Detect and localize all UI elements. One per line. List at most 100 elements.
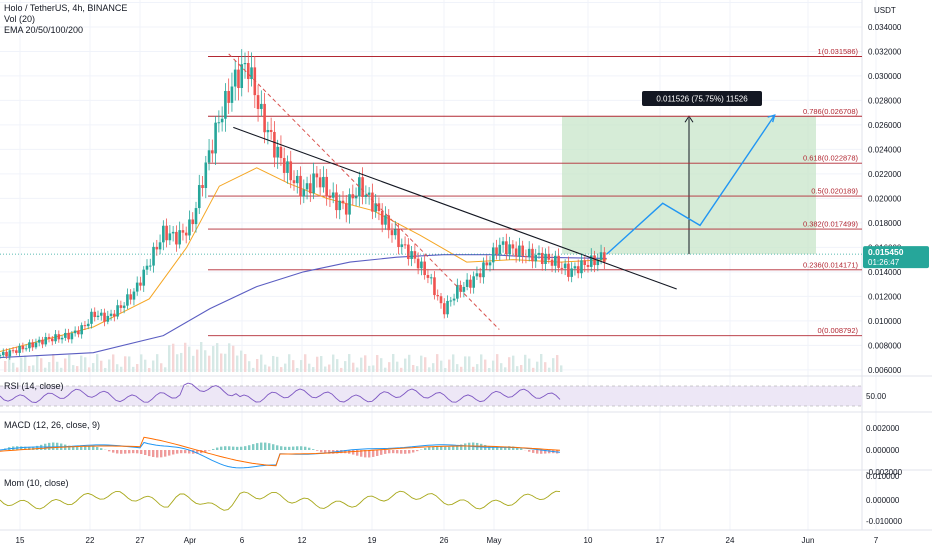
candle-body: [442, 303, 446, 315]
candle-body: [485, 262, 489, 266]
volume-bar: [80, 355, 83, 372]
candle-body: [305, 183, 309, 190]
candle-body: [47, 337, 51, 339]
macd-histogram-bar: [528, 450, 531, 452]
candle-body: [433, 277, 436, 296]
time-axis-tick: Jun: [802, 536, 815, 545]
fib-level-label: 0.786(0.026708): [803, 107, 859, 116]
macd-histogram-bar: [400, 450, 403, 454]
volume-bar: [156, 354, 159, 372]
volume-bar: [224, 353, 227, 372]
volume-bar: [124, 356, 127, 372]
candle-body: [211, 150, 214, 154]
candle-body: [524, 255, 528, 257]
price-axis-tick: 0.010000: [868, 317, 902, 326]
rsi-label[interactable]: RSI (14, close): [4, 381, 64, 391]
candle-body: [34, 342, 38, 348]
volume-bar: [128, 356, 131, 372]
symbol-title[interactable]: Holo / TetherUS, 4h, BINANCE: [4, 3, 128, 13]
macd-histogram-bar: [296, 446, 299, 450]
volume-bar: [244, 354, 247, 372]
candle-body: [410, 251, 413, 259]
macd-histogram-bar: [36, 445, 39, 450]
time-axis-tick: 7: [874, 536, 879, 545]
macd-histogram-bar: [136, 450, 139, 454]
candle-body: [299, 175, 302, 197]
volume-bar: [304, 354, 307, 372]
price-axis-tick: 0.008000: [868, 341, 902, 350]
macd-histogram-bar: [48, 442, 51, 450]
candle-body: [286, 161, 289, 173]
candle-body: [11, 350, 15, 352]
candle-body: [331, 192, 335, 198]
macd-histogram-bar: [384, 450, 387, 454]
macd-label[interactable]: MACD (12, 26, close, 9): [4, 420, 101, 430]
macd-histogram-bar: [32, 446, 35, 450]
price-axis-tick: 0.006000: [868, 366, 902, 375]
candle-body: [603, 252, 606, 262]
time-axis-tick: 6: [240, 536, 245, 545]
volume-bar: [440, 360, 443, 372]
volume-bar: [52, 354, 55, 372]
volume-bar: [152, 360, 155, 372]
macd-histogram-bar: [76, 446, 79, 450]
macd-histogram-bar: [460, 444, 463, 450]
price-axis[interactable]: 0.034000 0.032000 0.030000 0.028000 0.026000…: [868, 6, 902, 375]
volume-bar: [220, 353, 223, 372]
macd-histogram-bar: [388, 450, 391, 454]
candle-body: [122, 305, 126, 308]
volume-bar: [160, 363, 163, 372]
time-axis-tick: 17: [656, 536, 665, 545]
volume-bar: [148, 367, 151, 372]
candle-body: [380, 210, 384, 225]
candle-body: [18, 345, 21, 353]
macd-histogram-bar: [364, 450, 367, 458]
volume-bar: [132, 366, 135, 372]
macd-histogram-bar: [108, 450, 111, 452]
macd-histogram-bar: [548, 450, 551, 454]
candle-body: [116, 305, 119, 317]
volume-bar: [396, 361, 399, 372]
candle-body: [50, 338, 54, 342]
time-axis[interactable]: 15 22 27 Apr 6 12 19 26 May 10 17 24 Jun 7: [16, 536, 879, 545]
countdown-value: 01:26:47: [868, 258, 900, 267]
volume-bar: [60, 367, 63, 372]
momentum-label[interactable]: Mom (10, close): [4, 478, 69, 488]
candle-body: [24, 348, 28, 350]
projection-path: [606, 114, 776, 255]
macd-signal-line: [0, 436, 561, 467]
candle-body: [64, 332, 67, 338]
candle-body: [371, 192, 374, 212]
candle-body: [573, 266, 577, 269]
candle-body: [563, 263, 567, 269]
volume-bar: [20, 357, 23, 372]
macd-histogram-bar: [124, 450, 127, 454]
volume-label[interactable]: Vol (20): [4, 14, 36, 24]
candle-body: [488, 262, 492, 266]
candle-body: [407, 244, 410, 259]
candle-body: [0, 355, 2, 357]
candle-body: [184, 232, 188, 236]
candle-body: [413, 251, 417, 259]
volume-bar: [300, 360, 303, 372]
macd-histogram-bar: [52, 442, 55, 450]
candle-body: [279, 146, 283, 159]
candle-body: [253, 67, 257, 96]
fib-level-label: 0.5(0.020189): [811, 187, 858, 196]
rsi-pane: 50.00: [0, 382, 887, 407]
volume-bar: [336, 359, 339, 372]
price-axis-tick: 0.012000: [868, 292, 902, 301]
candle-body: [5, 351, 8, 357]
price-axis-tick: 0.030000: [868, 72, 902, 81]
price-axis-tick: 0.020000: [868, 194, 902, 203]
candle-body: [96, 315, 100, 318]
ema-label[interactable]: EMA 20/50/100/200: [4, 25, 84, 35]
macd-histogram-bar: [84, 446, 87, 450]
candle-body: [390, 230, 394, 236]
volume-bar: [312, 367, 315, 372]
candle-body: [119, 305, 123, 308]
candle-body: [224, 90, 227, 119]
candle-body: [273, 131, 276, 158]
volume-bar: [436, 354, 439, 372]
